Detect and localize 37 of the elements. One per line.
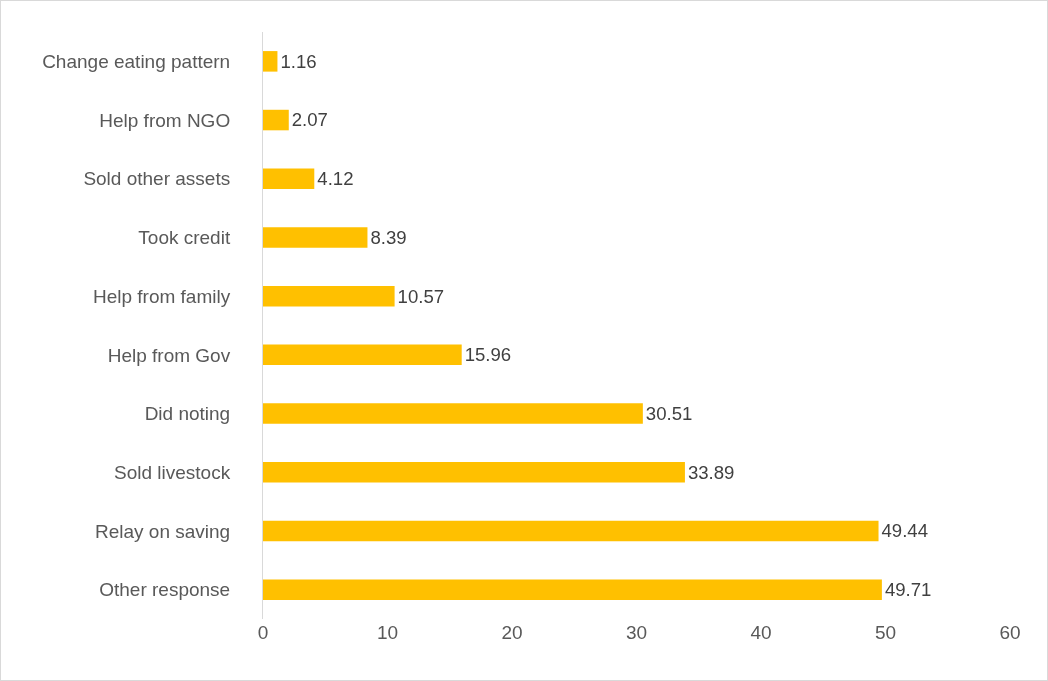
- bar: [263, 344, 462, 366]
- data-label: 33.89: [687, 461, 735, 483]
- data-label: 30.51: [645, 402, 693, 424]
- bar: [263, 520, 879, 542]
- bar: [263, 285, 395, 307]
- bar: [263, 51, 278, 72]
- data-label: 2.07: [291, 109, 328, 131]
- data-label: 4.12: [317, 168, 354, 190]
- bar: [263, 109, 289, 131]
- x-tick-label: 20: [501, 622, 523, 643]
- x-tick-label: 0: [257, 622, 269, 643]
- bar: [263, 461, 685, 483]
- data-label: 15.96: [464, 344, 512, 366]
- y-tick-label: Sold other assets: [83, 168, 231, 190]
- x-tick-label: 50: [874, 622, 897, 643]
- data-label: 10.57: [397, 285, 445, 307]
- bar: [263, 168, 315, 190]
- y-tick-label: Took credit: [138, 227, 231, 249]
- data-label: 49.44: [881, 520, 929, 542]
- bar: [263, 579, 882, 600]
- x-tick-label: 60: [999, 622, 1021, 643]
- y-tick-label: Relay on saving: [95, 520, 231, 542]
- data-label: 49.71: [884, 579, 932, 601]
- x-tick-label: 40: [750, 622, 772, 643]
- y-tick-label: Help from NGO: [99, 109, 231, 131]
- data-label: 1.16: [280, 50, 317, 72]
- bar: [263, 227, 368, 248]
- x-tick-label: 30: [625, 622, 648, 643]
- x-tick-label: 10: [376, 622, 399, 643]
- y-tick-label: Help from Gov: [107, 344, 231, 366]
- y-tick-label: Sold livestock: [114, 461, 231, 483]
- data-label: 8.39: [370, 226, 407, 248]
- bar: [263, 403, 643, 424]
- y-tick-label: Did noting: [144, 403, 231, 425]
- y-tick-label: Help from family: [92, 285, 231, 307]
- y-tick-label: Change eating pattern: [42, 51, 231, 72]
- y-tick-label: Other response: [99, 579, 231, 601]
